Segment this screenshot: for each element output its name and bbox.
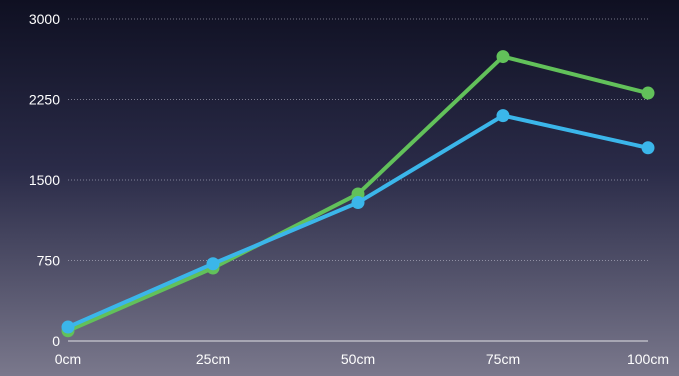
x-tick-label: 100cm	[627, 351, 669, 367]
y-tick-label: 0	[52, 333, 60, 349]
data-point	[206, 257, 220, 271]
series	[61, 50, 655, 338]
x-tick-label: 75cm	[486, 351, 520, 367]
y-tick-label: 2250	[29, 92, 60, 108]
y-tick-label: 1500	[29, 172, 60, 188]
y-tick-labels: 0 750 1500 2250 3000	[29, 11, 60, 349]
data-point	[641, 141, 655, 155]
data-point	[496, 109, 510, 123]
series-2	[61, 109, 655, 334]
y-tick-label: 750	[37, 253, 61, 269]
data-point	[641, 86, 655, 100]
gridlines	[68, 18, 648, 261]
data-point	[351, 196, 365, 210]
data-point	[496, 50, 510, 64]
y-tick-label: 3000	[29, 11, 60, 27]
x-tick-labels: 0cm 25cm 50cm 75cm 100cm	[55, 351, 669, 367]
data-point	[61, 320, 75, 334]
x-tick-label: 50cm	[341, 351, 375, 367]
x-tick-label: 0cm	[55, 351, 81, 367]
x-tick-label: 25cm	[196, 351, 230, 367]
